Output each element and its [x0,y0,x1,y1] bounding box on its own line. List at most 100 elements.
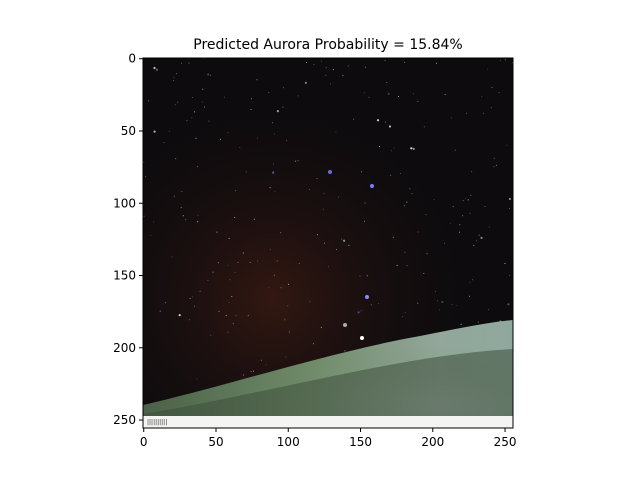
star [426,253,428,255]
star [387,92,390,95]
star [451,117,453,119]
star [186,120,188,122]
star [412,93,414,95]
bright-star [365,295,369,299]
star [316,178,318,180]
x-tick-label: 250 [494,435,517,449]
star [163,142,165,144]
x-tick-label: 150 [349,435,372,449]
star [487,68,489,70]
star [208,120,210,122]
star [478,234,480,236]
star [444,94,446,96]
star [332,69,334,71]
x-tick-label: 50 [208,435,223,449]
star [269,248,271,250]
star [253,218,255,220]
star [168,130,170,132]
star [462,215,464,217]
star [274,133,276,135]
star [410,147,413,150]
star [288,283,290,285]
star [347,65,349,67]
star [313,64,315,65]
star [181,62,183,64]
star [323,192,325,194]
star [173,195,175,197]
star [174,104,176,106]
star [444,242,445,244]
y-tick-label: 200 [113,341,136,355]
star [269,187,271,189]
star [189,297,191,299]
star [210,74,212,76]
star [509,208,510,210]
star [153,221,155,223]
star [276,260,278,262]
star [234,216,236,218]
star [217,262,219,264]
star [412,147,415,150]
star [404,61,406,63]
star [336,248,337,250]
star [272,122,274,124]
star [192,296,194,298]
star [384,60,386,61]
star [509,274,510,276]
star [196,166,198,168]
star [508,197,511,201]
star [490,107,492,109]
star [480,236,483,239]
star [400,173,401,174]
star [212,271,214,273]
star [153,66,156,70]
star [171,256,173,258]
star [185,219,187,221]
star [417,101,419,102]
star [249,261,251,263]
x-axis: 0 50 100 150 200 250 [140,428,517,449]
aurora-inner-fade [143,349,513,416]
star [173,80,175,82]
star [472,279,474,281]
star [423,272,425,274]
star [423,126,425,128]
star [177,101,179,103]
star [436,62,437,64]
star [360,171,362,173]
star [250,109,252,110]
star [231,295,233,297]
star [388,125,392,128]
star [471,171,473,173]
star [390,174,392,176]
star [199,290,201,292]
star [197,214,199,216]
star [384,121,386,123]
star [295,160,297,162]
star [147,100,149,102]
star [204,106,205,108]
star [201,101,203,103]
star [417,231,419,233]
star [272,171,275,174]
star [470,194,472,196]
star [280,232,282,234]
star [320,60,322,62]
star [235,190,237,192]
star [406,265,408,267]
star [239,147,241,148]
star [343,239,346,242]
star [452,206,454,208]
star [398,95,399,97]
star [153,130,156,133]
image-panel: |||||||||| [143,58,513,428]
star [465,197,467,199]
star [216,231,218,233]
y-tick-label: 150 [113,269,136,283]
star [191,117,193,119]
star [297,95,299,97]
star [220,138,221,140]
star [491,87,493,88]
chart-title: Predicted Aurora Probability = 15.84% [193,37,462,53]
bottom-strip [143,416,513,428]
